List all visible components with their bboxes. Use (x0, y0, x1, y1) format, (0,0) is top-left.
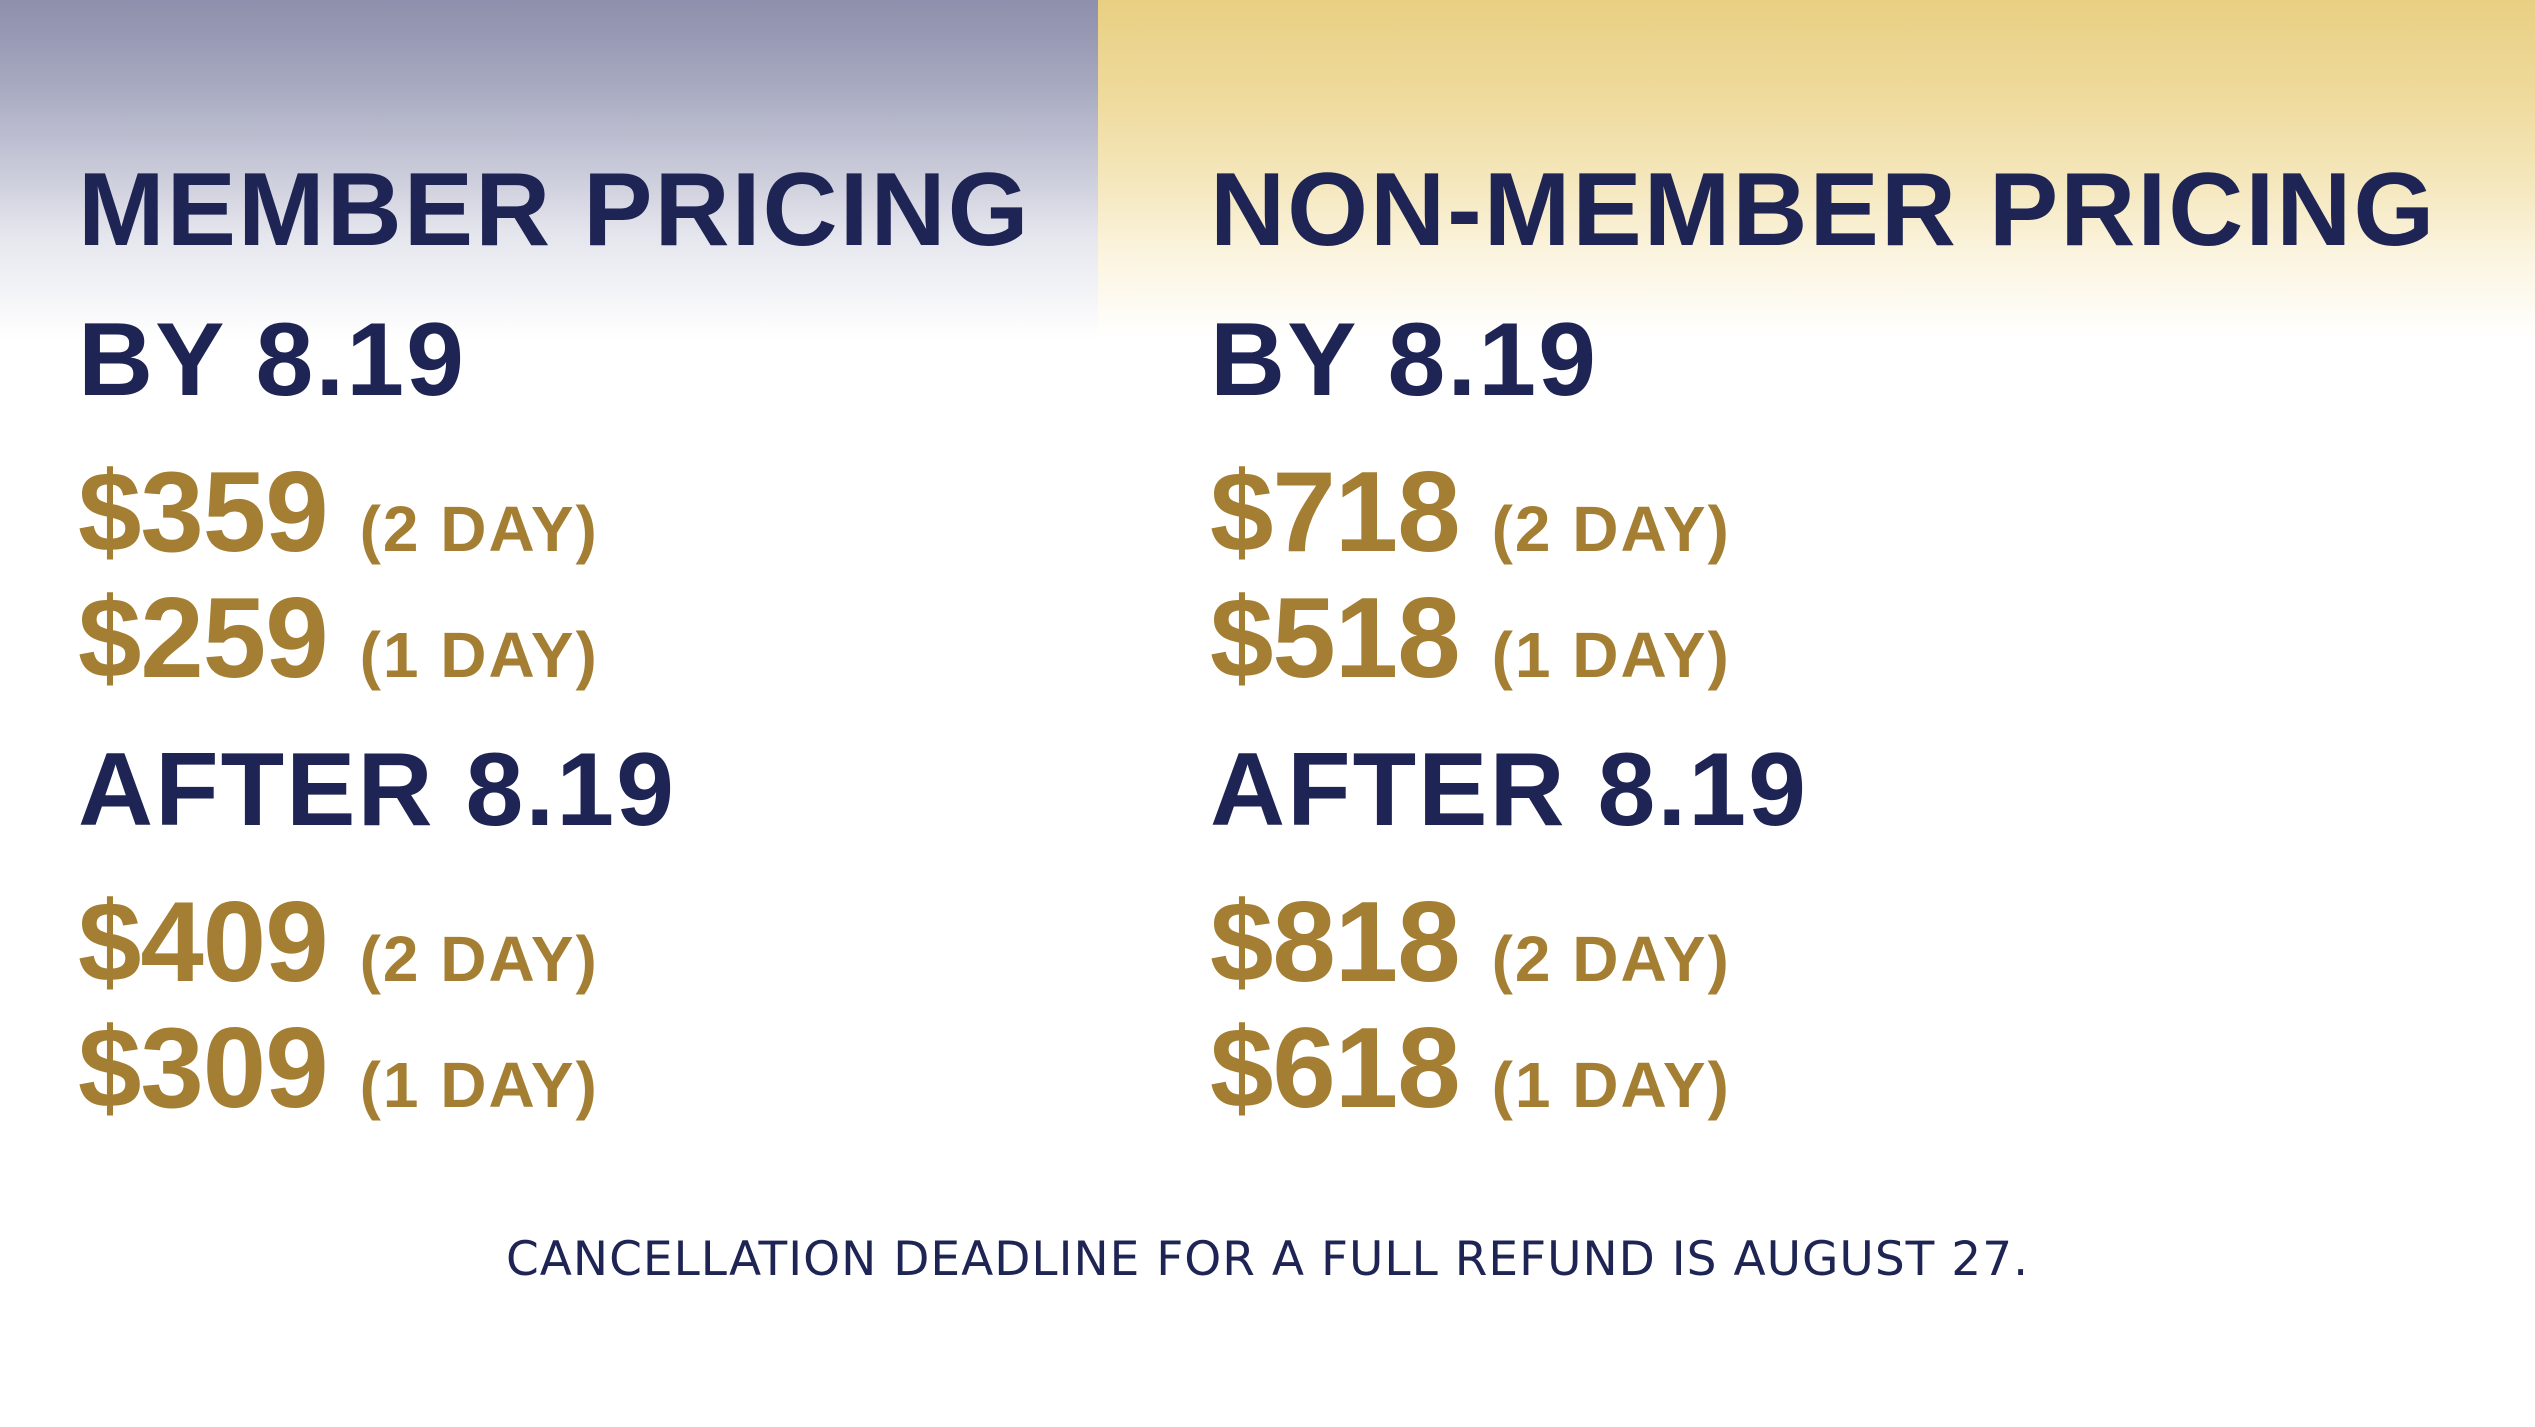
member-early-price-1day: $259 (1 DAY) (78, 582, 599, 696)
non-member-late-price-1day: $618 (1 DAY) (1210, 1012, 1731, 1126)
member-late-price-2day: $409 (2 DAY) (78, 886, 599, 1000)
non-member-early-price-2day: $718 (2 DAY) (1210, 456, 1731, 570)
price-duration: (1 DAY) (1491, 1049, 1731, 1121)
price-amount: $409 (78, 879, 329, 1006)
non-member-late-heading: AFTER 8.19 (1210, 732, 1808, 848)
price-amount: $259 (78, 575, 329, 702)
price-duration: (2 DAY) (359, 493, 599, 565)
member-early-heading: BY 8.19 (78, 302, 466, 418)
non-member-pricing-title: NON-MEMBER PRICING (1210, 152, 2437, 268)
member-header-band (0, 0, 1098, 340)
price-amount: $818 (1210, 879, 1461, 1006)
cancellation-note: CANCELLATION DEADLINE FOR A FULL REFUND … (505, 1232, 2030, 1287)
member-late-heading: AFTER 8.19 (78, 732, 676, 848)
price-duration: (2 DAY) (359, 923, 599, 995)
price-amount: $718 (1210, 449, 1461, 576)
price-amount: $618 (1210, 1005, 1461, 1132)
price-amount: $309 (78, 1005, 329, 1132)
price-amount: $518 (1210, 575, 1461, 702)
member-pricing-title: MEMBER PRICING (78, 152, 1031, 268)
non-member-early-heading: BY 8.19 (1210, 302, 1598, 418)
non-member-header-band (1098, 0, 2535, 340)
non-member-early-price-1day: $518 (1 DAY) (1210, 582, 1731, 696)
price-duration: (1 DAY) (359, 619, 599, 691)
price-duration: (1 DAY) (1491, 619, 1731, 691)
member-late-price-1day: $309 (1 DAY) (78, 1012, 599, 1126)
price-duration: (1 DAY) (359, 1049, 599, 1121)
non-member-late-price-2day: $818 (2 DAY) (1210, 886, 1731, 1000)
price-amount: $359 (78, 449, 329, 576)
price-duration: (2 DAY) (1491, 923, 1731, 995)
member-early-price-2day: $359 (2 DAY) (78, 456, 599, 570)
price-duration: (2 DAY) (1491, 493, 1731, 565)
